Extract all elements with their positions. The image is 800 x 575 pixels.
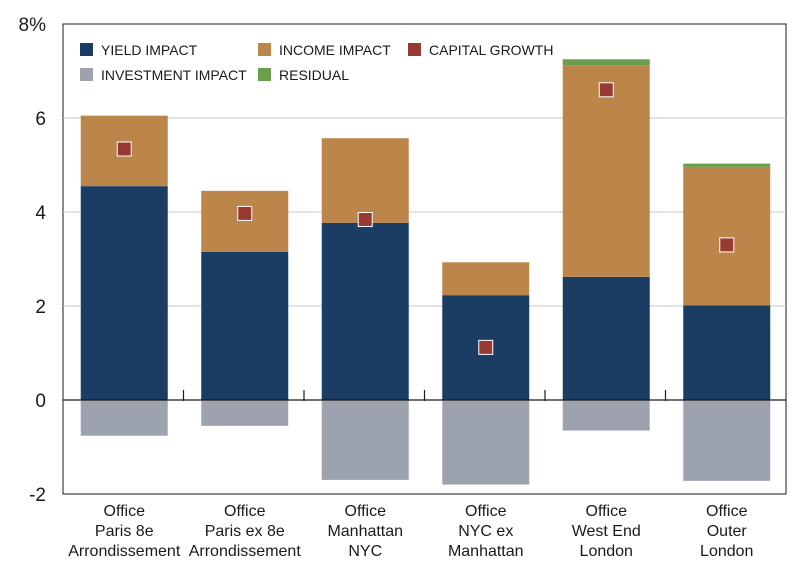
y-tick-label: 8%	[19, 15, 47, 36]
category-label: Arrondissement	[68, 543, 181, 560]
bar-yield-impact	[683, 305, 771, 400]
bar-yield-impact	[321, 222, 409, 400]
legend-label: INCOME IMPACT	[279, 42, 391, 58]
legend-label: CAPITAL GROWTH	[429, 42, 553, 58]
legend-swatch	[80, 43, 93, 56]
legend-swatch	[258, 43, 271, 56]
category-label: Office	[224, 503, 266, 520]
y-tick-labels: 8% 6 4 2 0 -2	[19, 15, 47, 506]
bar-income-impact	[442, 262, 530, 296]
bar-yield-impact	[80, 186, 168, 400]
bar-investment-impact	[80, 400, 168, 436]
y-tick-label: 6	[35, 109, 46, 130]
legend-label: INVESTMENT IMPACT	[101, 67, 247, 83]
legend-label: RESIDUAL	[279, 67, 349, 83]
bar-investment-impact	[321, 400, 409, 480]
bar-investment-impact	[201, 400, 289, 426]
bar-residual	[562, 59, 650, 66]
category-label: Office	[586, 503, 628, 520]
category-label: Office	[465, 503, 507, 520]
bar-yield-impact	[562, 276, 650, 400]
bar-income-impact	[321, 138, 409, 223]
category-label: Arrondissement	[189, 543, 302, 560]
bar-investment-impact	[442, 400, 530, 485]
capital-growth-markers	[116, 82, 735, 355]
category-label: NYC ex	[458, 523, 513, 540]
bars	[80, 59, 771, 485]
capital-growth-marker	[237, 205, 253, 221]
y-tick-label: 4	[35, 203, 46, 224]
category-label: London	[580, 543, 633, 560]
category-label: Paris 8e	[95, 523, 154, 540]
capital-growth-marker	[357, 212, 373, 228]
capital-growth-marker	[116, 141, 132, 157]
bar-residual	[683, 163, 771, 167]
category-label: London	[700, 543, 753, 560]
capital-growth-marker	[719, 237, 735, 253]
capital-growth-marker	[598, 82, 614, 98]
y-tick-label: 0	[35, 391, 46, 412]
category-label: NYC	[348, 543, 382, 560]
category-label: West End	[572, 523, 641, 540]
legend-label: YIELD IMPACT	[101, 42, 198, 58]
category-label: Manhattan	[327, 523, 403, 540]
legend-swatch	[408, 43, 421, 56]
bar-investment-impact	[683, 400, 771, 481]
category-labels: Office Paris 8e Arrondissement Office Paris …	[68, 503, 753, 560]
bar-income-impact	[683, 166, 771, 306]
bar-income-impact	[562, 65, 650, 277]
y-tick-label: 2	[35, 297, 46, 318]
x-axis	[63, 390, 786, 401]
y-tick-label: -2	[29, 485, 46, 506]
legend-swatch	[80, 68, 93, 81]
category-label: Manhattan	[448, 543, 524, 560]
bar-yield-impact	[201, 251, 289, 400]
category-label: Office	[104, 503, 146, 520]
gridlines	[63, 117, 786, 307]
category-label: Office	[345, 503, 387, 520]
legend-swatch	[258, 68, 271, 81]
capital-growth-marker	[478, 339, 494, 355]
bar-investment-impact	[562, 400, 650, 431]
category-label: Paris ex 8e	[205, 523, 285, 540]
bar-income-impact	[201, 190, 289, 252]
plot-frame	[62, 23, 787, 495]
category-label: Office	[706, 503, 748, 520]
category-label: Outer	[707, 523, 748, 540]
legend: YIELD IMPACT INCOME IMPACT CAPITAL GROWTH I…	[80, 42, 553, 83]
